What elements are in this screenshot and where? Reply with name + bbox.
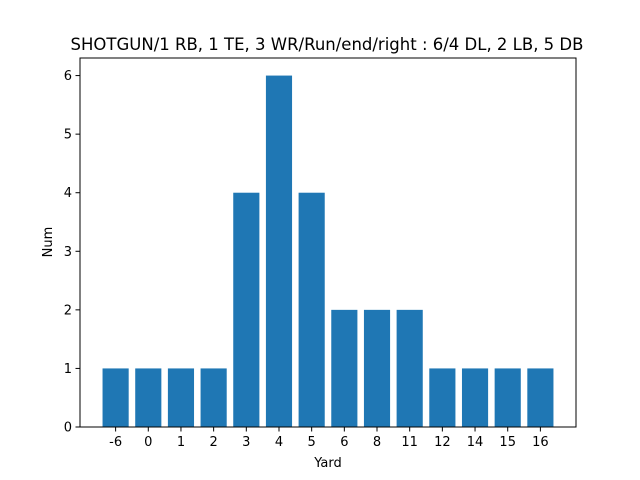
x-tick-label: 16 [532,435,549,450]
bar-1 [167,368,195,427]
x-tick-label: 15 [499,435,516,450]
x-axis-ticks: -6 0 1 2 3 4 5 6 8 11 12 14 15 16 [109,427,549,450]
y-tick-label: 4 [64,186,72,201]
x-tick-label: 11 [401,435,418,450]
y-tick-label: 2 [64,303,72,318]
x-tick-label: 14 [467,435,484,450]
bar-5 [298,192,325,427]
bars-group [102,75,554,428]
bar--6 [102,368,129,427]
y-tick-label: 1 [64,362,72,377]
x-axis-label: Yard [313,456,342,471]
x-tick-label: 12 [434,435,451,450]
bar-14 [461,368,489,427]
bar-12 [429,368,456,427]
bar-15 [494,368,521,427]
x-tick-label: 3 [242,435,250,450]
bar-3 [233,192,260,427]
bar-6 [331,309,358,427]
y-tick-label: 5 [64,128,72,143]
y-tick-label: 3 [64,245,72,260]
y-tick-label: 6 [64,69,72,84]
bar-16 [527,368,554,427]
chart-title: SHOTGUN/1 RB, 1 TE, 3 WR/Run/end/right :… [71,35,584,54]
x-tick-label: 6 [340,435,348,450]
bar-2 [200,368,227,427]
x-tick-label: -6 [109,435,122,450]
bar-8 [363,309,391,427]
plot-area-frame [79,57,577,428]
bar-4 [265,75,293,428]
y-axis-ticks: 0 1 2 3 4 5 6 [64,69,80,436]
y-tick-label: 0 [64,421,72,436]
bar-11 [396,309,423,427]
x-tick-label: 0 [144,435,152,450]
y-axis-label: Num [41,227,56,258]
x-tick-label: 8 [373,435,381,450]
x-tick-label: 5 [308,435,316,450]
x-tick-label: 1 [177,435,185,450]
bar-0 [135,368,162,427]
x-tick-label: 4 [275,435,283,450]
x-tick-label: 2 [209,435,217,450]
